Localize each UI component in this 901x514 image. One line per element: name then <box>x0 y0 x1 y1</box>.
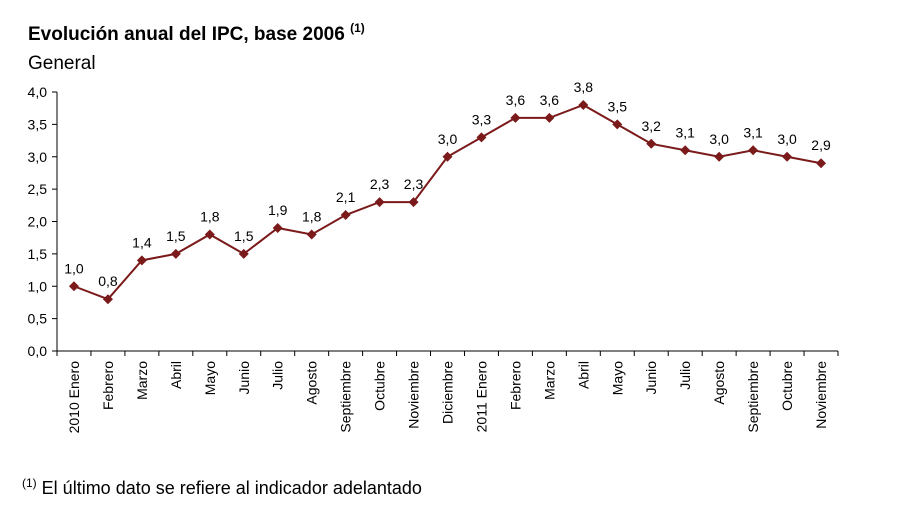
x-axis: 2010 Enero Febrero Marzo Abril Mayo Junio Juli… <box>56 350 839 434</box>
data-point <box>544 112 555 123</box>
data-point <box>476 132 487 143</box>
data-label: 3,3 <box>472 111 492 127</box>
data-point <box>816 158 827 169</box>
data-point <box>170 248 181 259</box>
footnote-text: El último dato se refiere al indicador a… <box>36 478 422 498</box>
data-label: 1,8 <box>200 208 220 224</box>
footnote: (1) El último dato se refiere al indicad… <box>22 476 422 499</box>
y-tick-label: 4,0 <box>28 84 48 100</box>
x-tick-label: Mayo <box>609 361 625 395</box>
data-point <box>408 197 419 208</box>
data-label: 0,8 <box>98 273 118 289</box>
x-tick-label: Marzo <box>541 361 557 400</box>
data-label: 1,5 <box>166 228 186 244</box>
x-tick-label: Abril <box>168 361 184 389</box>
x-tick-label: Agosto <box>711 361 727 405</box>
y-tick-label: 1,5 <box>28 246 48 262</box>
x-tick-label: 2010 Enero <box>66 361 82 434</box>
x-tick-label: Junio <box>236 361 252 395</box>
data-point <box>612 119 623 130</box>
data-point <box>748 145 759 156</box>
footnote-mark: (1) <box>22 476 37 490</box>
chart-title-note: (1) <box>350 21 365 35</box>
y-tick-label: 1,0 <box>28 278 48 294</box>
data-label: 3,6 <box>540 92 560 108</box>
data-point <box>646 138 657 149</box>
x-tick-label: Julio <box>677 361 693 390</box>
data-label: 1,5 <box>234 228 254 244</box>
x-tick-label: Julio <box>270 361 286 390</box>
x-tick-label: Febrero <box>507 361 523 410</box>
x-tick-label: Abril <box>575 361 591 389</box>
data-point <box>204 229 215 240</box>
x-tick-label: Octubre <box>779 361 795 411</box>
data-label: 3,0 <box>777 131 797 147</box>
data-label: 2,1 <box>336 189 356 205</box>
data-point <box>272 222 283 233</box>
line-chart: 0,0 0,5 1,0 1,5 2,0 2,5 3,0 3,5 4,0 2010 Enero Fe… <box>28 79 839 434</box>
data-label: 3,0 <box>438 131 458 147</box>
data-label: 1,8 <box>302 208 322 224</box>
data-point <box>68 281 79 292</box>
y-tick-label: 0,0 <box>28 343 48 359</box>
data-label: 2,3 <box>404 176 424 192</box>
data-point <box>306 229 317 240</box>
data-point <box>782 151 793 162</box>
data-label: 1,9 <box>268 202 288 218</box>
data-point <box>578 99 589 110</box>
data-point <box>374 197 385 208</box>
x-tick-label: Octubre <box>372 361 388 411</box>
x-tick-label: Diciembre <box>440 361 456 424</box>
chart-title: Evolución anual del IPC, base 2006 (1) <box>28 21 365 46</box>
data-label: 3,6 <box>506 92 526 108</box>
data-point <box>714 151 725 162</box>
y-tick-label: 2,0 <box>28 214 48 230</box>
x-tick-label: Febrero <box>100 361 116 410</box>
series-ipc <box>68 99 827 305</box>
x-tick-label: Septiembre <box>338 361 354 433</box>
data-point <box>442 151 453 162</box>
x-tick-label: Junio <box>643 361 659 395</box>
y-tick-label: 3,5 <box>28 116 48 132</box>
data-label: 2,3 <box>370 176 390 192</box>
x-tick-label: 2011 Enero <box>473 361 489 433</box>
data-label: 2,9 <box>811 137 831 153</box>
chart-subtitle: General <box>28 53 96 74</box>
y-tick-label: 3,0 <box>28 149 48 165</box>
chart-title-text: Evolución anual del IPC, base 2006 <box>28 24 345 45</box>
data-label: 3,1 <box>743 124 763 140</box>
data-point <box>238 248 249 259</box>
x-tick-label: Noviembre <box>406 361 422 429</box>
x-tick-label: Marzo <box>134 361 150 400</box>
y-tick-label: 0,5 <box>28 311 48 327</box>
x-tick-label: Mayo <box>202 361 218 395</box>
x-tick-label: Noviembre <box>813 361 829 429</box>
data-point <box>102 294 113 305</box>
data-label: 3,8 <box>574 79 594 95</box>
data-label: 3,1 <box>675 124 695 140</box>
data-labels: 1,0 0,8 1,4 1,5 1,8 1,5 1,9 1,8 2,1 2,3 2,3 3,0 3,3 3… <box>64 79 831 289</box>
y-tick-label: 2,5 <box>28 181 48 197</box>
data-point <box>680 145 691 156</box>
data-point <box>340 210 351 221</box>
x-tick-label: Agosto <box>304 361 320 405</box>
data-point <box>136 255 147 266</box>
data-label: 3,2 <box>642 118 662 134</box>
data-label: 3,5 <box>608 98 628 114</box>
data-label: 1,4 <box>132 234 152 250</box>
y-axis: 0,0 0,5 1,0 1,5 2,0 2,5 3,0 3,5 4,0 <box>28 84 58 359</box>
data-point <box>510 112 521 123</box>
data-label: 3,0 <box>709 131 729 147</box>
data-label: 1,0 <box>64 260 84 276</box>
x-tick-label: Septiembre <box>745 361 761 433</box>
